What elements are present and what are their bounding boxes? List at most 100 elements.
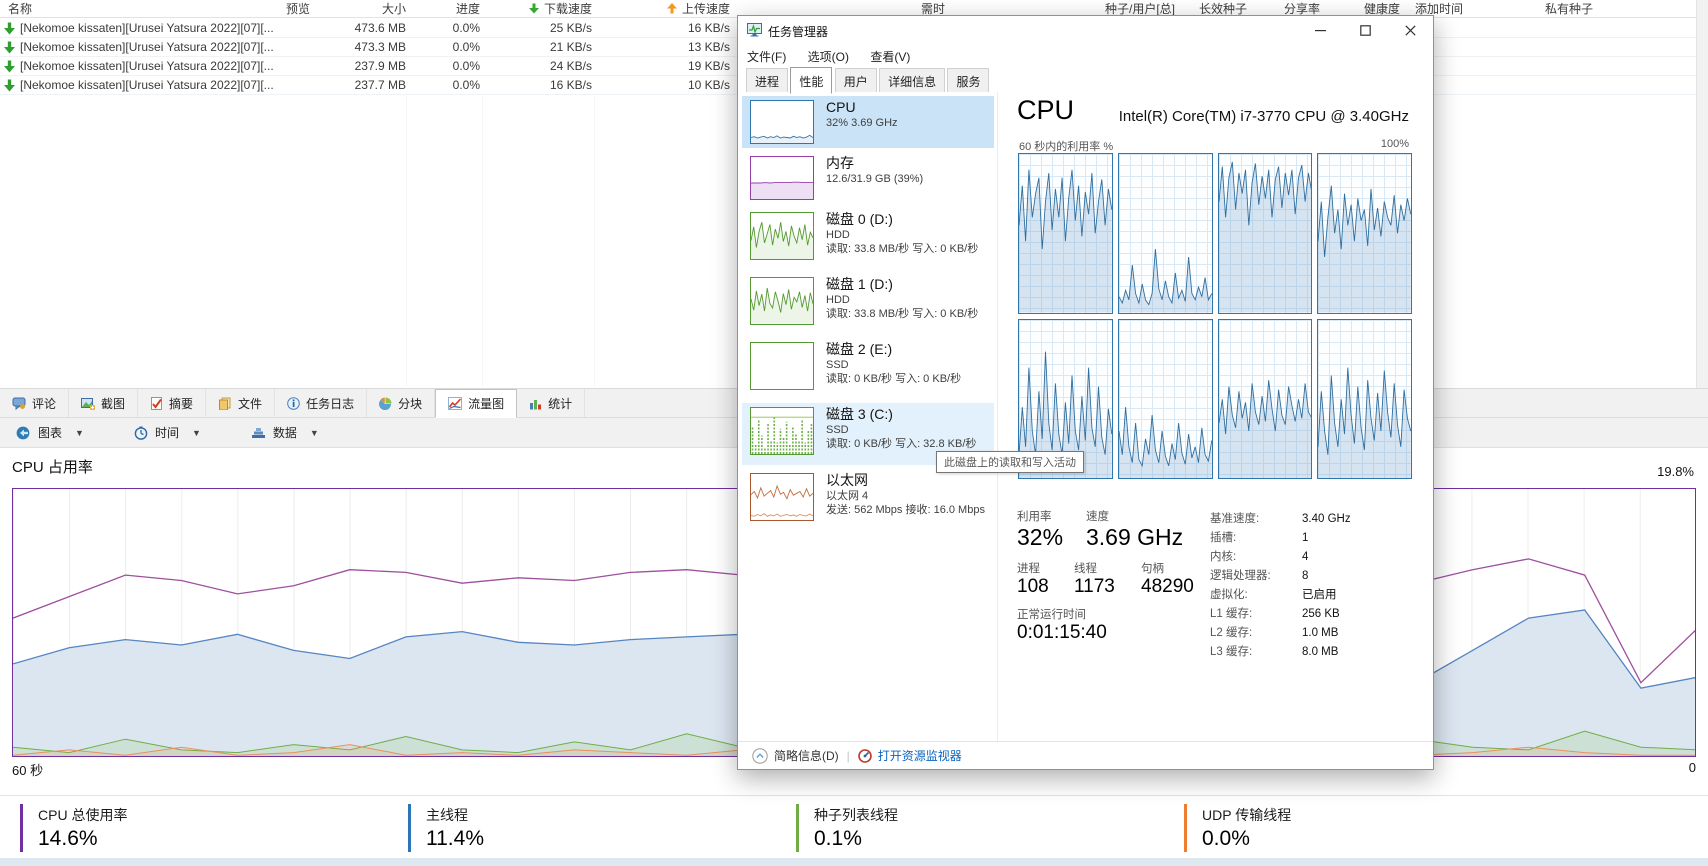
maximize-icon	[1360, 25, 1371, 36]
close-icon	[1405, 25, 1416, 36]
col-private[interactable]: 私有种子	[1545, 2, 1594, 16]
torrent-progress: 0.0%	[452, 78, 480, 92]
time-menu-button[interactable]: 时间 ▼	[118, 421, 217, 445]
col-down-speed[interactable]: 下载速度	[470, 1, 592, 17]
performance-panel: CPU 32% 3.69 GHz 内存 12.6/31.9 GB (39%) 磁…	[738, 92, 1433, 741]
tab-details[interactable]: 详细信息	[879, 68, 946, 94]
cpu-mini-graph	[750, 100, 814, 144]
disk0-mini-graph	[750, 212, 814, 260]
col-seeds-peers[interactable]: 种子/用户[总]	[1104, 2, 1175, 16]
resource-monitor-icon	[857, 748, 872, 763]
tab-traffic-graph[interactable]: 流量图	[435, 389, 518, 418]
tab-statistics[interactable]: 统计	[517, 389, 586, 417]
sidebar-item-disk0[interactable]: 磁盘 0 (D:) HDD 读取: 33.8 MB/秒 写入: 0 KB/秒	[742, 208, 994, 270]
info-icon	[287, 396, 300, 410]
pie-icon	[379, 397, 392, 410]
cpu-specs-table: 基准速度: 3.40 GHz 插槽: 1 内核: 4 逻辑处理器: 8 虚拟化: 已启用 …	[1210, 513, 1351, 658]
thread-stats-bar: CPU 总使用率 14.6% 主线程 11.4% 种子列表线程 0.1% UDP…	[0, 795, 1708, 858]
x-axis-right-label: 0	[1688, 760, 1696, 775]
cpu-model-label: Intel(R) Core(TM) i7-3770 CPU @ 3.40GHz	[1118, 108, 1409, 125]
menu-bar: 文件(F) 选项(O) 查看(V)	[738, 45, 1433, 67]
close-button[interactable]	[1388, 16, 1433, 45]
download-status-icon	[4, 79, 15, 92]
data-menu-button[interactable]: 数据 ▼	[235, 421, 335, 445]
core-graph-1	[1117, 153, 1213, 314]
graph-caption: 60 秒内的利用率 %	[1019, 141, 1114, 153]
download-status-icon	[4, 22, 15, 35]
menu-file[interactable]: 文件(F)	[747, 50, 787, 64]
core-graph-7	[1317, 318, 1412, 479]
screenshot-icon	[81, 397, 96, 410]
tab-users[interactable]: 用户	[834, 68, 877, 94]
title-bar[interactable]: 任务管理器	[738, 16, 1433, 45]
menu-options[interactable]: 选项(O)	[807, 50, 849, 64]
sidebar-item-cpu[interactable]: CPU 32% 3.69 GHz	[742, 96, 994, 148]
col-size[interactable]: 大小	[381, 2, 406, 16]
x-axis-left-label: 60 秒	[12, 763, 44, 778]
disk1-mini-graph	[750, 277, 814, 325]
task-manager-footer: 简略信息(D) | 打开资源监视器	[738, 741, 1433, 769]
tab-summary[interactable]: 摘要	[138, 389, 207, 417]
disk3-mini-graph	[750, 407, 814, 455]
data-layers-icon	[251, 428, 265, 438]
col-added-time[interactable]: 添加时间	[1415, 2, 1464, 16]
tab-services[interactable]: 服务	[947, 68, 990, 94]
download-status-icon	[4, 60, 15, 73]
chevron-down-icon: ▼	[191, 427, 201, 438]
core-graph-6	[1217, 318, 1313, 479]
torrent-progress: 0.0%	[452, 21, 480, 35]
torrent-down-speed: 21 KB/s	[549, 40, 592, 54]
sidebar-item-memory[interactable]: 内存 12.6/31.9 GB (39%)	[742, 152, 994, 204]
menu-view[interactable]: 查看(V)	[870, 50, 911, 64]
col-up-speed[interactable]: 上传速度	[610, 1, 730, 17]
stat-cpu-total: CPU 总使用率 14.6%	[20, 804, 127, 852]
col-name[interactable]: 名称	[8, 2, 33, 16]
minimize-button[interactable]	[1298, 16, 1343, 45]
minimize-icon	[1315, 30, 1326, 32]
tab-task-log[interactable]: 任务日志	[275, 389, 368, 417]
col-eta[interactable]: 需时	[920, 2, 945, 16]
line-chart-icon	[448, 397, 463, 410]
cpu-detail-pane: CPU Intel(R) Core(TM) i7-3770 CPU @ 3.40…	[998, 92, 1433, 741]
open-resource-monitor-link[interactable]: 打开资源监视器	[857, 747, 962, 764]
col-health[interactable]: 健康度	[1363, 2, 1400, 16]
col-progress[interactable]: 进度	[455, 2, 480, 16]
sidebar-item-disk1[interactable]: 磁盘 1 (D:) HDD 读取: 33.8 MB/秒 写入: 0 KB/秒	[742, 273, 994, 335]
column-separator	[594, 96, 595, 386]
download-status-icon	[4, 41, 15, 54]
memory-mini-graph	[750, 156, 814, 200]
tab-pieces[interactable]: 分块	[367, 389, 436, 417]
col-preview[interactable]: 预览	[286, 2, 311, 16]
torrent-down-speed: 16 KB/s	[549, 78, 592, 92]
handles-block: 句柄 48290	[1141, 563, 1194, 597]
processes-value: 108	[1017, 576, 1049, 597]
download-arrow-icon	[528, 3, 539, 14]
column-separator	[406, 96, 407, 386]
upload-arrow-icon	[666, 3, 677, 14]
torrent-size: 237.7 MB	[354, 78, 406, 92]
torrent-down-speed: 25 KB/s	[549, 21, 592, 35]
torrent-name: [Nekomoe kissaten][Urusei Yatsura 2022][…	[20, 59, 274, 73]
chevron-up-circle-icon	[752, 747, 768, 764]
col-share-ratio[interactable]: 分享率	[1283, 2, 1320, 16]
tab-performance[interactable]: 性能	[790, 67, 833, 94]
core-graph-2	[1217, 153, 1313, 314]
maximize-button[interactable]	[1343, 16, 1388, 45]
processes-block: 进程 108	[1017, 563, 1049, 597]
torrent-size: 473.3 MB	[354, 40, 406, 54]
files-icon	[219, 397, 231, 410]
tab-files[interactable]: 文件	[206, 389, 276, 417]
tab-comments[interactable]: 评论	[0, 389, 70, 417]
tab-screenshot[interactable]: 截图	[69, 389, 139, 417]
summary-toggle[interactable]: 简略信息(D)	[752, 747, 839, 764]
torrent-list-scrollbar[interactable]	[1696, 0, 1708, 388]
col-long-term-seeds[interactable]: 长效种子	[1198, 2, 1247, 16]
sidebar-item-disk2[interactable]: 磁盘 2 (E:) SSD 读取: 0 KB/秒 写入: 0 KB/秒	[742, 338, 994, 400]
stat-main-thread: 主线程 11.4%	[408, 804, 484, 852]
clock-icon	[134, 426, 148, 440]
chart-menu-button[interactable]: 图表 ▼	[0, 421, 100, 445]
tab-processes[interactable]: 进程	[746, 68, 789, 94]
task-manager-icon	[747, 23, 762, 37]
footer-separator: |	[846, 748, 850, 763]
sidebar-item-ethernet[interactable]: 以太网 以太网 4 发送: 562 Mbps 接收: 16.0 Mbps	[742, 469, 994, 531]
